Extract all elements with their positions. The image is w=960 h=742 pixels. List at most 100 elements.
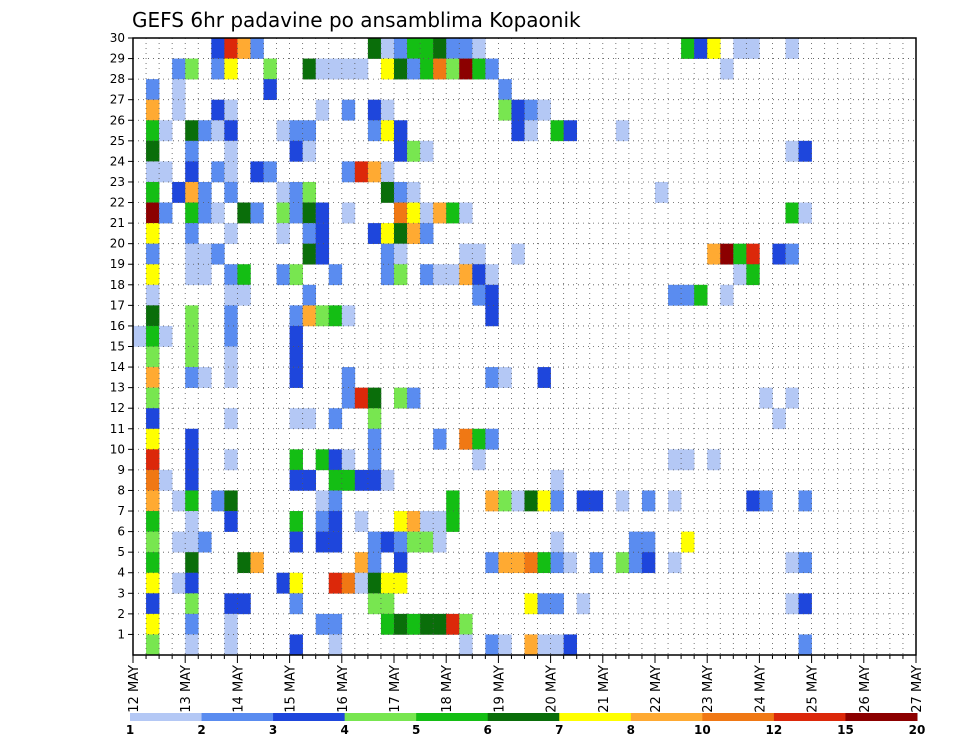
heatmap-cell [785, 38, 799, 59]
heatmap-cell [459, 613, 473, 635]
heatmap-cell [433, 531, 447, 553]
heatmap-cell [681, 284, 695, 306]
y-tick-label: 2 [117, 607, 125, 621]
heatmap-cell [224, 181, 238, 203]
heatmap-cell [224, 305, 238, 327]
heatmap-cell [237, 284, 251, 306]
heatmap-cell [289, 408, 303, 430]
heatmap-cell [759, 490, 773, 512]
heatmap-cell [315, 490, 330, 512]
heatmap-cell [224, 511, 238, 532]
heatmap-cell [472, 449, 486, 471]
heatmap-cell [315, 99, 330, 121]
heatmap-cell [367, 38, 382, 59]
heatmap-cell [785, 387, 799, 409]
y-tick-label: 30 [110, 31, 125, 45]
heatmap-cell [524, 120, 538, 142]
heatmap-cell [146, 223, 160, 244]
heatmap-cell [146, 408, 160, 430]
heatmap-cell [224, 120, 238, 142]
heatmap-cell [459, 634, 473, 656]
heatmap-cell [433, 58, 447, 80]
y-tick-label: 24 [110, 154, 125, 168]
colorbar-label: 1 [126, 723, 134, 737]
heatmap-cell [472, 284, 486, 306]
heatmap-cell [628, 531, 643, 553]
heatmap-cell [380, 243, 395, 265]
heatmap-cell [798, 490, 812, 512]
heatmap-cell [563, 120, 577, 142]
heatmap-cell [380, 120, 395, 142]
heatmap-cell [420, 264, 434, 286]
heatmap-cell [420, 140, 434, 162]
heatmap-cell [380, 613, 395, 635]
heatmap-cell [498, 490, 512, 512]
colorbar: 1 2 3 4 5 6 7 8 10 12 15 20 [126, 713, 925, 737]
heatmap-cell [198, 202, 212, 224]
heatmap-cell [498, 79, 512, 100]
heatmap-cell [524, 634, 538, 656]
heatmap-cell [394, 202, 408, 224]
heatmap-cell [407, 511, 421, 532]
heatmap-cell [263, 58, 277, 80]
heatmap-cell [615, 490, 630, 512]
heatmap-cell [159, 120, 173, 142]
heatmap-cell [537, 634, 551, 656]
heatmap-cell [459, 243, 473, 265]
heatmap-cell [276, 202, 290, 224]
heatmap-cell [524, 490, 538, 512]
colorbar-swatch [773, 713, 846, 721]
heatmap-cell [498, 367, 512, 388]
x-date-label: 13 MAY [179, 665, 194, 713]
heatmap-cell [224, 58, 238, 80]
heatmap-cell [746, 38, 760, 59]
heatmap-cell [367, 593, 382, 615]
heatmap-cell [159, 161, 173, 183]
heatmap-cell [185, 305, 199, 327]
heatmap-cell [146, 243, 160, 265]
heatmap-cell [185, 140, 199, 162]
heatmap-cell [394, 572, 408, 594]
heatmap-cell [354, 511, 369, 532]
y-tick-label: 5 [117, 545, 125, 559]
heatmap-cell [394, 223, 408, 244]
x-date-label: 22 MAY [649, 665, 664, 713]
heatmap-cell [681, 449, 695, 471]
heatmap-cell [328, 58, 343, 80]
heatmap-cell [198, 367, 212, 388]
heatmap-cell [146, 552, 160, 574]
heatmap-cell [433, 511, 447, 532]
heatmap-cell [302, 120, 316, 142]
heatmap-cell [707, 38, 721, 59]
heatmap-cell [146, 264, 160, 286]
heatmap-cell [681, 531, 695, 553]
heatmap-cell [198, 181, 212, 203]
heatmap-cell [746, 264, 760, 286]
heatmap-cell [315, 511, 330, 532]
colorbar-swatch [487, 713, 560, 721]
heatmap-cell [328, 264, 343, 286]
heatmap-cell [472, 243, 486, 265]
heatmap-cell [302, 181, 316, 203]
heatmap-cell [550, 593, 564, 615]
heatmap-cell [198, 531, 212, 553]
heatmap-cell [146, 284, 160, 306]
heatmap-cell [146, 387, 160, 409]
heatmap-cell [211, 202, 225, 224]
colorbar-swatch [273, 713, 346, 721]
heatmap-cell [224, 593, 238, 615]
heatmap-cell [798, 202, 812, 224]
heatmap-cell [681, 38, 695, 59]
heatmap-cell [367, 572, 382, 594]
heatmap-cell [550, 120, 564, 142]
heatmap-cell [459, 428, 473, 450]
heatmap-cell [341, 449, 356, 471]
heatmap-cell [328, 572, 343, 594]
heatmap-cell [328, 305, 343, 327]
heatmap-cell [694, 284, 708, 306]
heatmap-cell [211, 120, 225, 142]
heatmap-cell [172, 79, 186, 100]
y-tick-label: 9 [117, 463, 125, 477]
heatmap-cell [511, 99, 525, 121]
